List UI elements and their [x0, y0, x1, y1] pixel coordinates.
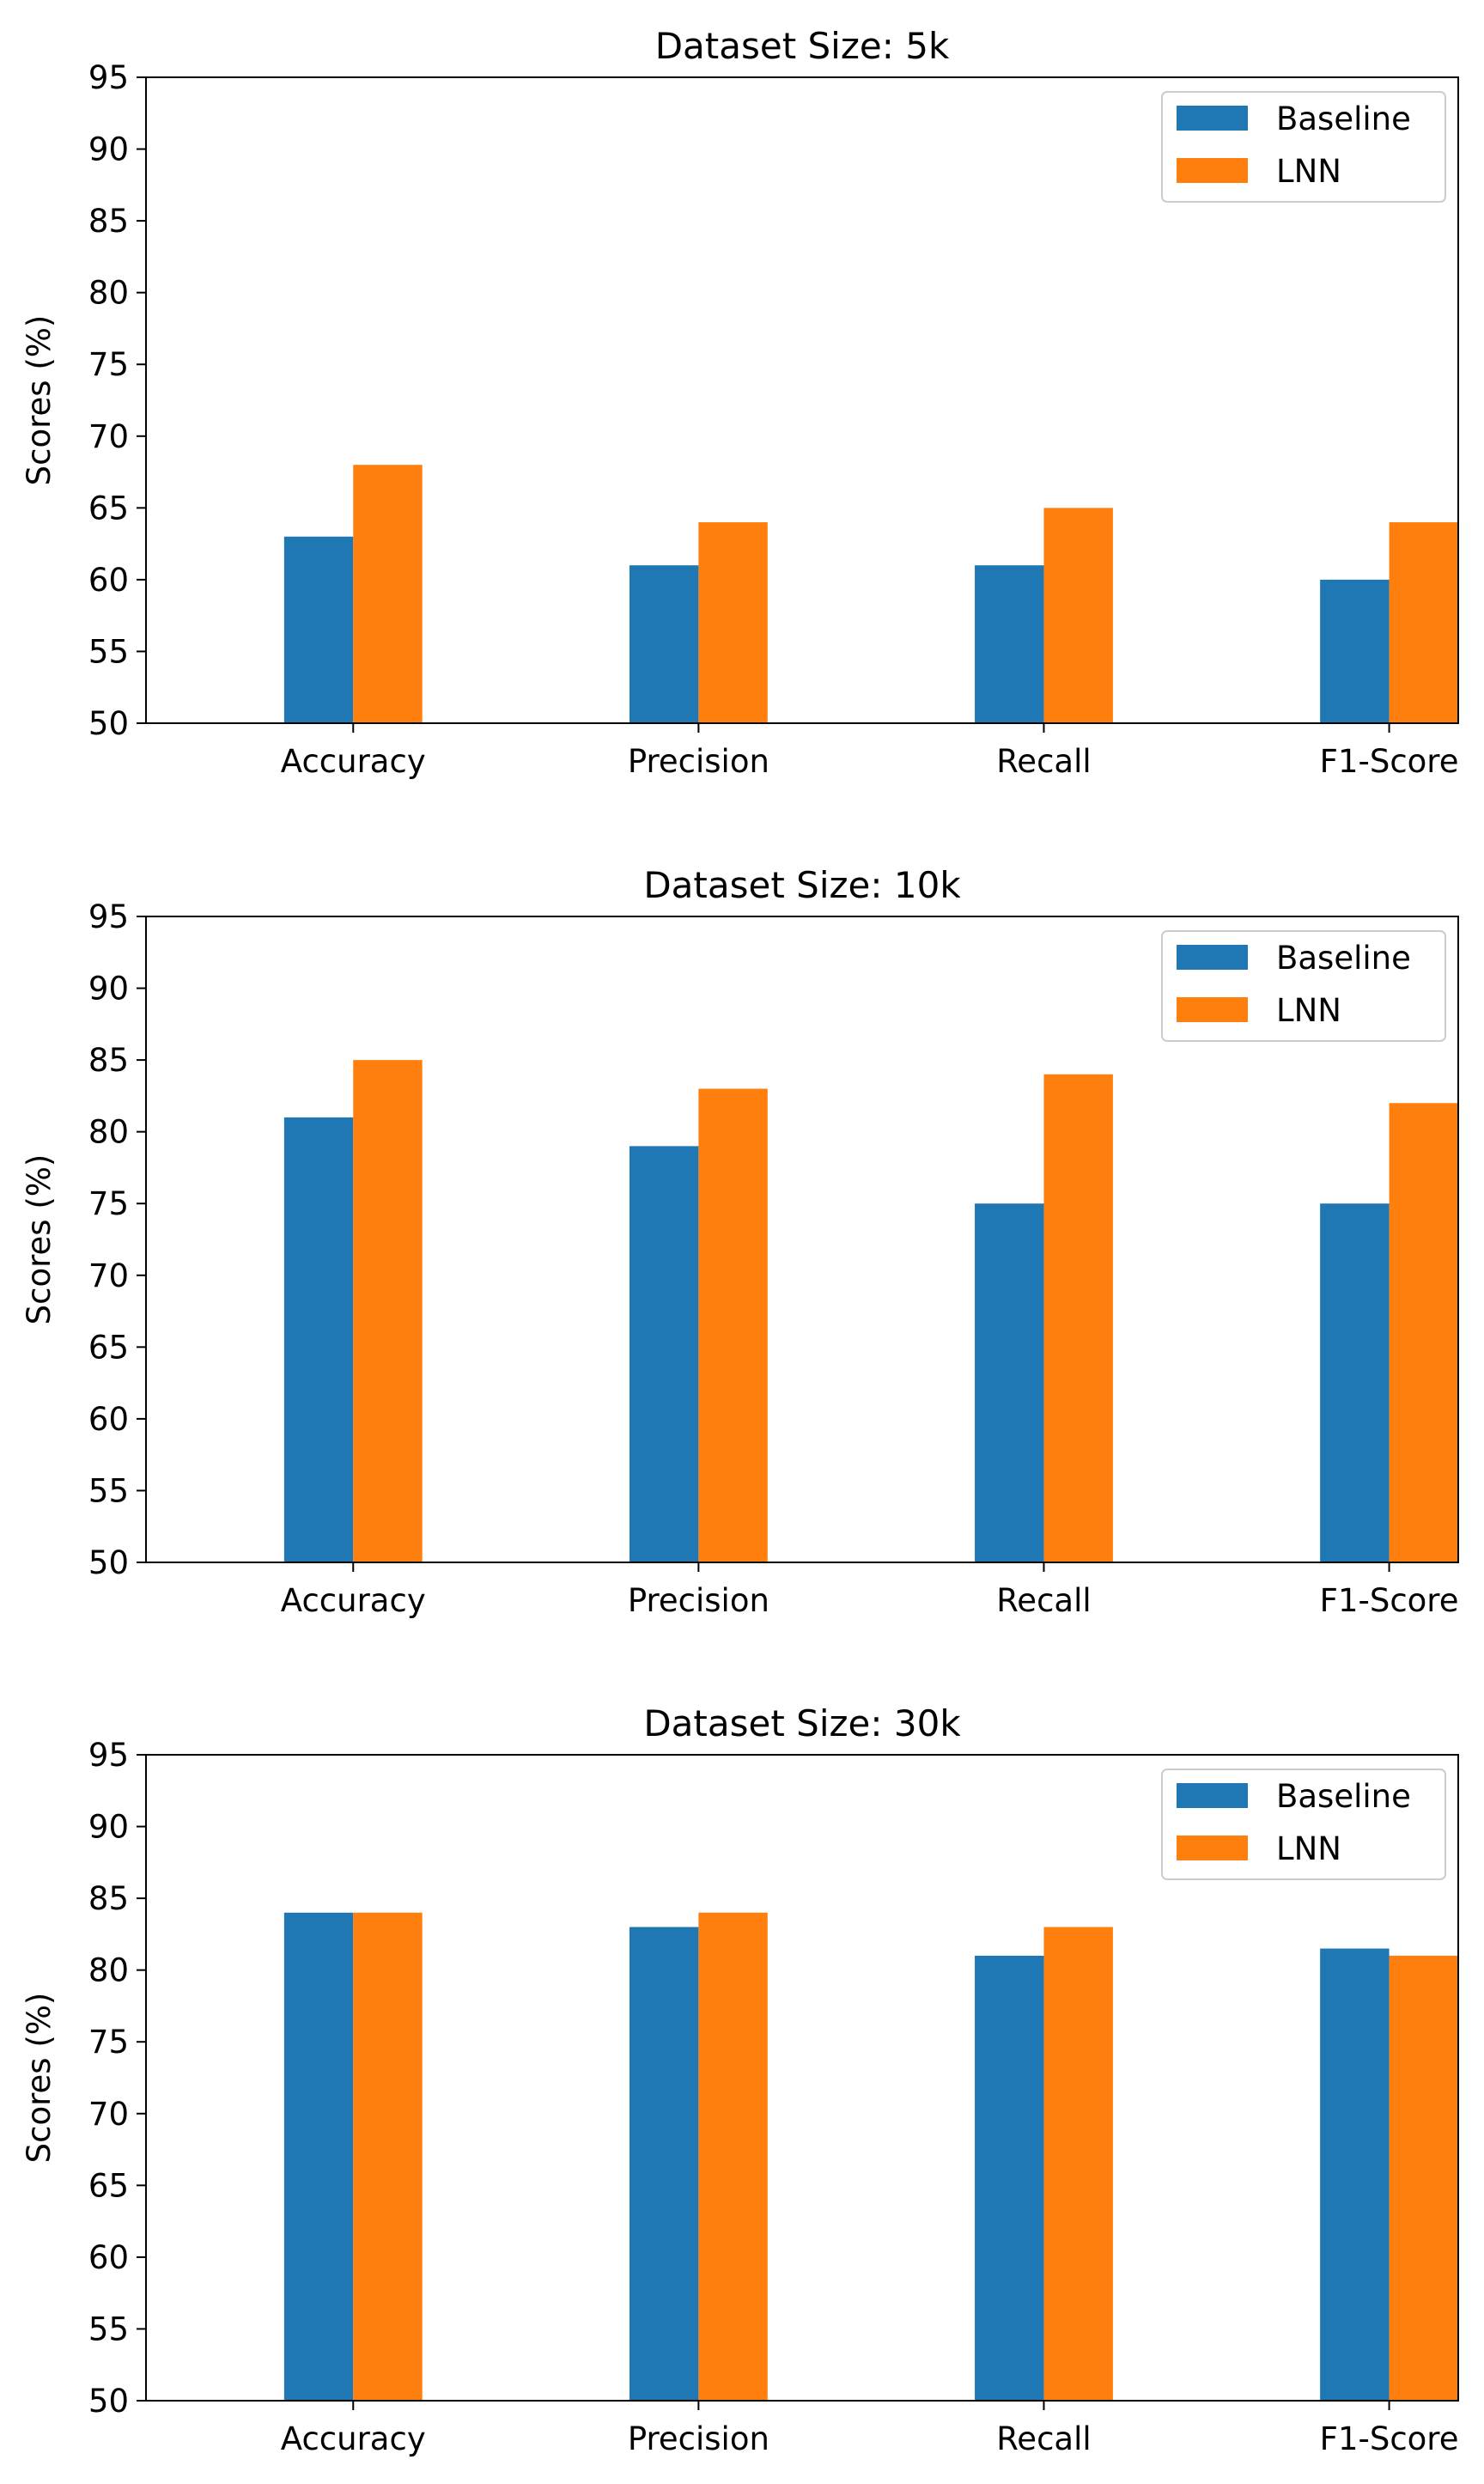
x-tick-label: Precision [628, 743, 769, 780]
bar-lnn-recall [1043, 508, 1113, 723]
bar-lnn-accuracy [353, 1912, 423, 2401]
y-tick-label: 60 [88, 562, 129, 599]
chart-panel-1: Dataset Size: 5k 50 55 60 65 70 75 80 85 90 95 Accu… [21, 25, 1459, 780]
bar-lnn-f1-score [1389, 522, 1458, 723]
x-tick-label: Accuracy [281, 1582, 426, 1619]
chart-title: Dataset Size: 5k [655, 25, 950, 67]
chart-title: Dataset Size: 30k [643, 1702, 961, 1744]
y-tick-label: 95 [88, 59, 129, 96]
y-tick-label: 95 [88, 898, 129, 935]
legend-swatch-baseline [1177, 945, 1248, 970]
y-tick-label: 85 [88, 203, 129, 240]
y-tick-label: 65 [88, 490, 129, 527]
legend: Baseline LNN [1161, 91, 1446, 203]
y-tick-label: 60 [88, 1401, 129, 1438]
bar-lnn-accuracy [353, 465, 423, 723]
bar-lnn-precision [698, 522, 768, 723]
y-tick-label: 90 [88, 131, 129, 168]
y-tick-label: 65 [88, 1329, 129, 1366]
y-tick-label: 75 [88, 346, 129, 383]
legend-label-baseline: Baseline [1276, 1778, 1411, 1815]
legend-swatch-lnn [1177, 1836, 1248, 1860]
legend: Baseline LNN [1161, 1769, 1446, 1880]
x-tick-label: F1-Score [1320, 743, 1459, 780]
legend-swatch-lnn [1177, 158, 1248, 183]
bar-baseline-f1-score [1320, 579, 1390, 723]
y-tick-label: 50 [88, 1544, 129, 1581]
x-tick-label: F1-Score [1320, 1582, 1459, 1619]
x-tick-label: F1-Score [1320, 2420, 1459, 2457]
y-tick-label: 55 [88, 633, 129, 670]
y-tick-label: 70 [88, 1257, 129, 1294]
y-tick-label: 90 [88, 1809, 129, 1846]
legend-label-baseline: Baseline [1276, 100, 1411, 137]
bar-lnn-precision [698, 1912, 768, 2401]
y-tick-label: 50 [88, 705, 129, 742]
bar-lnn-f1-score [1389, 1103, 1458, 1562]
bar-lnn-precision [698, 1088, 768, 1562]
y-tick-label: 90 [88, 971, 129, 1008]
y-tick-label: 95 [88, 1737, 129, 1774]
y-tick-label: 60 [88, 2239, 129, 2276]
x-tick-label: Precision [628, 1582, 769, 1619]
y-tick-label: 65 [88, 2167, 129, 2204]
legend-label-lnn: LNN [1276, 153, 1341, 190]
chart-panel-3: Dataset Size: 30k 50 55 60 65 70 75 80 85 90 95 Acc… [21, 1702, 1459, 2457]
x-tick-label: Recall [996, 2420, 1091, 2457]
axes-frame [145, 916, 1459, 1563]
axes-frame [145, 76, 1459, 724]
legend-swatch-baseline [1177, 1783, 1248, 1808]
y-tick-label: 75 [88, 2024, 129, 2061]
y-tick-label: 80 [88, 275, 129, 312]
x-tick-label: Recall [996, 743, 1091, 780]
bar-baseline-accuracy [283, 1912, 354, 2401]
x-tick-label: Recall [996, 1582, 1091, 1619]
y-tick-label: 55 [88, 2310, 129, 2347]
legend-label-lnn: LNN [1276, 992, 1341, 1029]
bar-baseline-recall [975, 565, 1044, 723]
legend-label-lnn: LNN [1276, 1830, 1341, 1867]
y-tick-label: 70 [88, 418, 129, 455]
bar-baseline-precision [629, 1146, 699, 1562]
y-tick-label: 85 [88, 1880, 129, 1917]
axes-frame [145, 1754, 1459, 2402]
x-tick-label: Accuracy [281, 743, 426, 780]
legend-swatch-lnn [1177, 997, 1248, 1022]
chart-panel-2: Dataset Size: 10k 50 55 60 65 70 75 80 85 90 95 Acc… [21, 864, 1459, 1619]
legend-swatch-baseline [1177, 106, 1248, 131]
y-tick-label: 80 [88, 1952, 129, 1989]
y-axis-label: Scores (%) [21, 1993, 58, 2164]
y-axis-label: Scores (%) [21, 315, 58, 486]
bar-baseline-f1-score [1320, 1203, 1390, 1562]
bar-lnn-accuracy [353, 1060, 423, 1562]
legend: Baseline LNN [1161, 930, 1446, 1042]
bar-baseline-f1-score [1320, 1948, 1390, 2401]
bar-baseline-recall [975, 1203, 1044, 1562]
x-tick-label: Accuracy [281, 2420, 426, 2457]
legend-label-baseline: Baseline [1276, 940, 1411, 977]
bar-baseline-precision [629, 1927, 699, 2401]
bar-lnn-f1-score [1389, 1955, 1458, 2401]
y-axis-label: Scores (%) [21, 1154, 58, 1325]
y-tick-label: 80 [88, 1114, 129, 1151]
bar-lnn-recall [1043, 1927, 1113, 2401]
y-tick-label: 85 [88, 1042, 129, 1079]
y-tick-label: 75 [88, 1185, 129, 1222]
bar-baseline-precision [629, 565, 699, 723]
bar-baseline-accuracy [283, 1117, 354, 1562]
bar-lnn-recall [1043, 1074, 1113, 1562]
y-tick-label: 70 [88, 2096, 129, 2133]
y-tick-label: 55 [88, 1472, 129, 1509]
bar-baseline-recall [975, 1955, 1044, 2401]
x-tick-label: Precision [628, 2420, 769, 2457]
bar-baseline-accuracy [283, 536, 354, 723]
chart-title: Dataset Size: 10k [643, 864, 961, 906]
y-tick-label: 50 [88, 2383, 129, 2420]
